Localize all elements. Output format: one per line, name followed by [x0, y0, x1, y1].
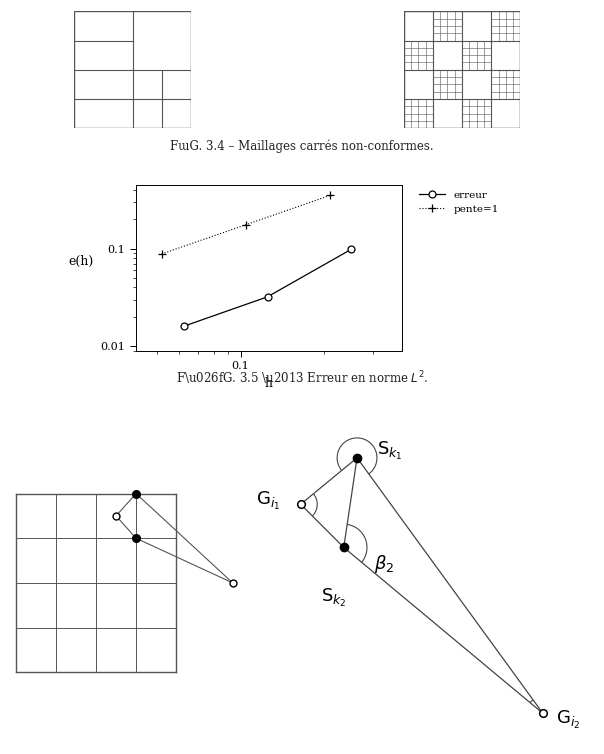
- Text: F\u026fG. 3.5 \u2013 Erreur en norme $L^2$.: F\u026fG. 3.5 \u2013 Erreur en norme $L^…: [176, 369, 428, 387]
- Y-axis label: e(h): e(h): [68, 255, 94, 268]
- Text: $\mathsf{S}_{k_1}$: $\mathsf{S}_{k_1}$: [377, 440, 403, 462]
- Bar: [403, 70, 433, 99]
- Text: $\mathsf{G}_{i_2}$: $\mathsf{G}_{i_2}$: [556, 709, 580, 731]
- Line: erreur: erreur: [181, 246, 355, 329]
- Legend: erreur, pente=1: erreur, pente=1: [415, 187, 503, 218]
- Bar: [491, 99, 521, 128]
- Text: $\mathsf{G}_{i_1}$: $\mathsf{G}_{i_1}$: [256, 490, 281, 512]
- erreur: [347, 245, 355, 254]
- X-axis label: h: h: [265, 376, 273, 390]
- Bar: [433, 41, 462, 70]
- erreur: [180, 322, 187, 331]
- Text: FɯG. 3.4 – Maillages carrés non-conformes.: FɯG. 3.4 – Maillages carrés non-conforme…: [170, 139, 434, 153]
- pente=1: [327, 191, 334, 200]
- pente=1: [243, 220, 250, 229]
- Bar: [462, 70, 491, 99]
- Line: pente=1: pente=1: [158, 192, 334, 258]
- Text: $\mathsf{S}_{k_2}$: $\mathsf{S}_{k_2}$: [321, 587, 347, 609]
- Bar: [433, 99, 462, 128]
- Text: $\beta_2$: $\beta_2$: [374, 553, 394, 575]
- erreur: [264, 293, 271, 302]
- pente=1: [158, 250, 165, 259]
- Bar: [491, 41, 521, 70]
- Bar: [462, 11, 491, 41]
- Bar: [403, 11, 433, 41]
